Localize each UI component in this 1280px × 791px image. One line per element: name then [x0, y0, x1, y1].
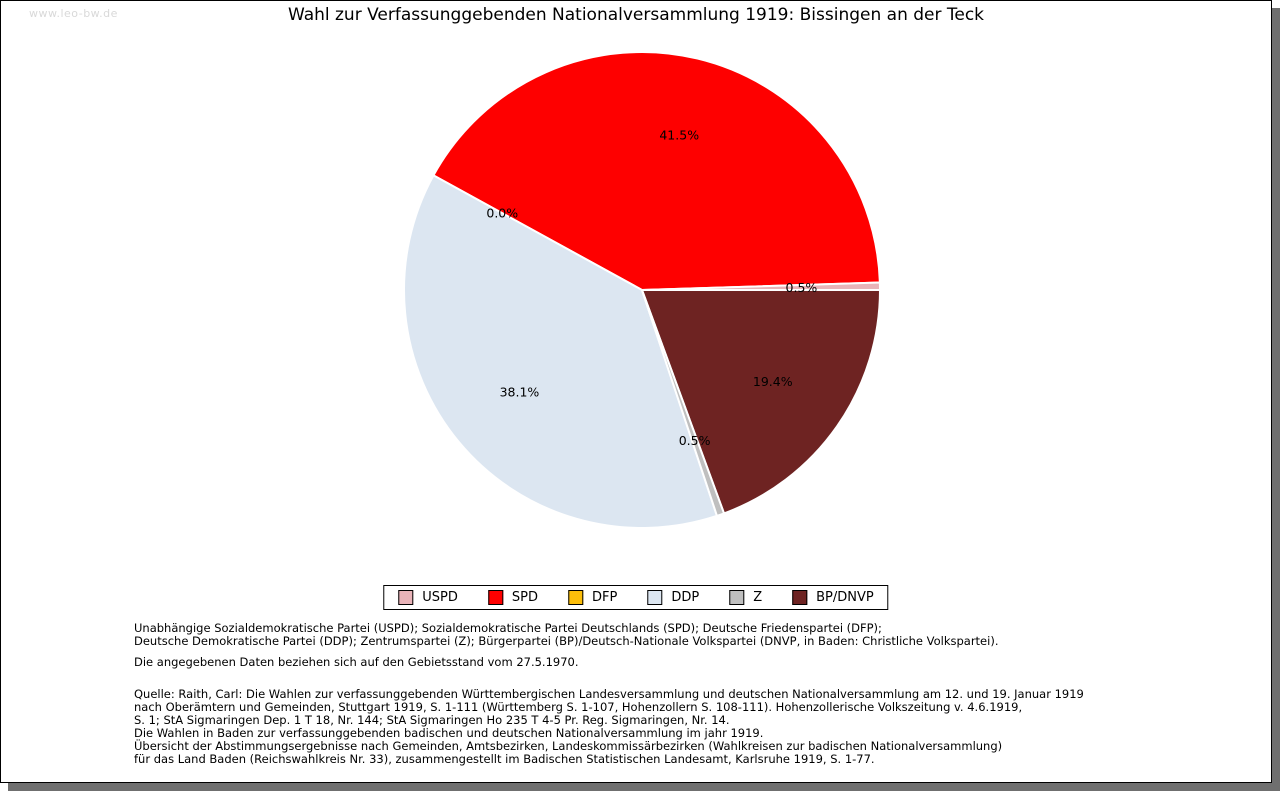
text-line: S. 1; StA Sigmaringen Dep. 1 T 18, Nr. 1…: [134, 713, 730, 727]
legend-label-dfp: DFP: [592, 590, 618, 605]
legend-label-ddp: DDP: [671, 590, 700, 605]
footnote-source: Quelle: Raith, Carl: Die Wahlen zur verf…: [134, 688, 1231, 766]
pie-value-label-ddp: 38.1%: [500, 385, 540, 400]
pie-value-label-bp-dnvp: 19.4%: [753, 374, 793, 389]
legend-item-ddp: DDP: [647, 590, 699, 605]
text-line: für das Land Baden (Reichswahlkreis Nr. …: [134, 752, 875, 766]
pie-slice-bp-dnvp: [640, 289, 882, 515]
pie-chart: 0.5% 41.5% 0.0% 38.1% 0.5% 19.4%: [403, 51, 882, 529]
pie-slice-ddp: [403, 173, 719, 529]
pie-slice-uspd: [641, 281, 882, 291]
footnote-data-note: Die angegebenen Daten beziehen sich auf …: [134, 656, 1231, 669]
legend-item-z: Z: [729, 590, 762, 605]
footnote-party-names: Unabhängige Sozialdemokratische Partei (…: [134, 622, 1231, 648]
pie-slice-spd: [432, 51, 881, 292]
pie-slice-z: [641, 289, 726, 518]
watermark: www.leo-bw.de: [29, 7, 118, 20]
chart-title: Wahl zur Verfassunggebenden Nationalvers…: [287, 5, 985, 25]
text-line: Die angegebenen Daten beziehen sich auf …: [134, 655, 579, 669]
text-line: Unabhängige Sozialdemokratische Partei (…: [134, 621, 882, 635]
text-line: Deutsche Demokratische Partei (DDP); Zen…: [134, 634, 999, 648]
legend-item-dfp: DFP: [568, 590, 617, 605]
legend-swatch-ddp: [647, 590, 663, 605]
text-line: Quelle: Raith, Carl: Die Wahlen zur verf…: [134, 687, 1084, 701]
footnotes: Unabhängige Sozialdemokratische Partei (…: [134, 622, 1231, 766]
legend-label-z: Z: [753, 590, 763, 605]
pie-value-label-uspd: 0.5%: [786, 280, 818, 295]
legend-item-bp-dnvp: BP/DNVP: [792, 590, 874, 605]
legend-label-spd: SPD: [511, 590, 539, 605]
legend-label-uspd: USPD: [422, 590, 458, 605]
pie-value-label-spd: 41.5%: [659, 127, 699, 142]
legend-swatch-dfp: [568, 590, 584, 605]
legend-swatch-bp-dnvp: [792, 590, 808, 605]
legend-label-bp-dnvp: BP/DNVP: [816, 590, 874, 605]
text-line: Die Wahlen in Baden zur verfassunggebend…: [134, 726, 764, 740]
legend-swatch-uspd: [398, 590, 414, 605]
pie-value-label-dfp: 0.0%: [486, 206, 518, 221]
legend-swatch-z: [729, 590, 745, 605]
pie-value-label-z: 0.5%: [679, 433, 711, 448]
text-line: nach Oberämtern und Gemeinden, Stuttgart…: [134, 700, 1023, 714]
legend-item-spd: SPD: [487, 590, 539, 605]
legend: USPD SPD DFP DDP Z BP/DNVP: [383, 585, 889, 610]
legend-swatch-spd: [487, 590, 503, 605]
text-line: Übersicht der Abstimmungsergebnisse nach…: [134, 739, 1003, 753]
legend-item-uspd: USPD: [398, 590, 458, 605]
